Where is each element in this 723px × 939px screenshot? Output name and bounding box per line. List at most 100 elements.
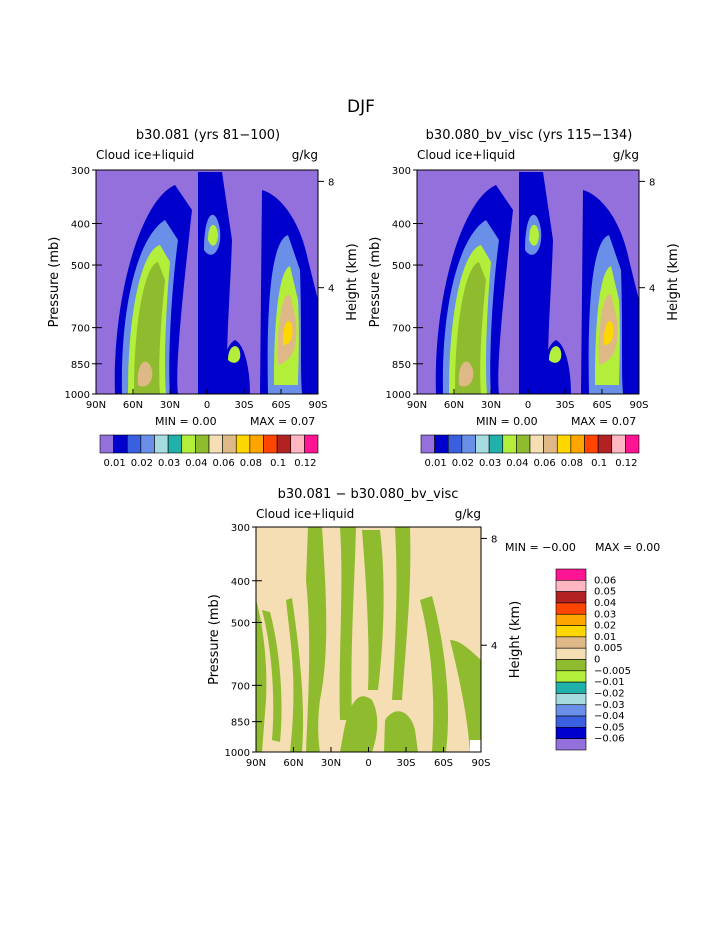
y-tick-label: 850 (71, 360, 90, 371)
x-tick-label: 90N (407, 400, 427, 411)
colorbar-swatch (447, 434, 463, 454)
colorbar-swatch (543, 434, 558, 454)
colorbar-label: 0.02 (594, 621, 616, 632)
colorbar-swatch (475, 434, 490, 454)
colorbar-swatch (555, 704, 587, 717)
colorbar-label: 0.03 (158, 458, 180, 469)
colorbar-swatch (420, 434, 435, 454)
colorbar-label: 0.03 (479, 458, 501, 469)
height-tick-label: 4 (491, 641, 497, 652)
colorbar-swatch (488, 434, 504, 454)
x-tick-label: 30S (396, 758, 415, 769)
panel-3-title: b30.081 − b30.080_bv_visc (278, 487, 459, 502)
colorbar-swatch (555, 602, 587, 615)
y-tick-label: 500 (231, 618, 250, 629)
colorbar-label: 0.01 (103, 458, 125, 469)
colorbar-label: −0.005 (594, 666, 631, 677)
colorbar-swatch (461, 434, 476, 454)
colorbar-swatch (556, 434, 572, 454)
x-tick-label: 60S (271, 400, 290, 411)
x-tick-label: 30S (234, 400, 253, 411)
panel-1-variable: Cloud ice+liquid (96, 148, 194, 162)
colorbar-label: 0.1 (591, 458, 607, 469)
y-tick-label: 500 (71, 261, 90, 272)
colorbar-label: 0.03 (594, 609, 616, 620)
height-tick-label: 4 (649, 284, 655, 295)
x-tick-label: 0 (204, 400, 210, 411)
colorbar-label: 0.12 (294, 458, 316, 469)
colorbar-swatch (276, 434, 292, 454)
panel-2-title: b30.080_bv_visc (yrs 115−134) (426, 128, 633, 143)
colorbar-label: 0.01 (594, 632, 616, 643)
max-label: MAX = 0.00 (595, 541, 660, 554)
y-tick-label: 700 (231, 681, 250, 692)
x-tick-label: 30N (321, 758, 341, 769)
y-tick-label: 400 (392, 220, 411, 231)
height-tick-label: 8 (491, 534, 497, 545)
colorbar-swatch (113, 434, 128, 454)
y-tick-label: 300 (392, 166, 411, 177)
colorbar-label: −0.02 (594, 688, 625, 699)
colorbar-label: 0.04 (506, 458, 528, 469)
colorbar-swatch (154, 434, 169, 454)
colorbar-swatch (235, 434, 251, 454)
x-tick-label: 60N (283, 758, 303, 769)
colorbar-label: 0.04 (185, 458, 207, 469)
panel-1-plot (96, 170, 318, 394)
y-tick-label: 1000 (386, 390, 411, 401)
panel-3-units: g/kg (455, 507, 481, 521)
y-axis-label: Pressure (mb) (368, 237, 383, 328)
x-tick-label: 90S (629, 400, 648, 411)
y-tick-label: 300 (231, 523, 250, 534)
colorbar-swatch (570, 434, 585, 454)
y-axis-label: Pressure (mb) (207, 594, 222, 685)
panel-1: b30.081 (yrs 81−100) Cloud ice+liquid g/… (47, 128, 360, 469)
y-tick-label: 300 (71, 166, 90, 177)
colorbar-swatch (99, 434, 114, 454)
colorbar-swatch (434, 434, 449, 454)
colorbar-label: 0.04 (594, 598, 616, 609)
y-tick-label: 700 (71, 324, 90, 335)
x-tick-label: 60N (444, 400, 464, 411)
height-tick-label: 4 (328, 284, 334, 295)
x-tick-label: 90S (471, 758, 490, 769)
colorbar-swatch (555, 681, 587, 694)
colorbar-swatch (597, 434, 613, 454)
colorbar-label: 0.08 (240, 458, 262, 469)
colorbar-label: 0 (594, 655, 600, 666)
colorbar-swatch (222, 434, 237, 454)
colorbar-label: −0.01 (594, 677, 625, 688)
height-tick-label: 8 (328, 177, 334, 188)
y-tick-label: 400 (231, 577, 250, 588)
colorbar-swatch (555, 738, 587, 751)
panel-2-variable: Cloud ice+liquid (417, 148, 515, 162)
colorbar-label: 0.1 (270, 458, 286, 469)
colorbar-label: 0.05 (594, 587, 616, 598)
colorbar-swatch (584, 434, 599, 454)
y-tick-label: 850 (231, 718, 250, 729)
colorbar-swatch (181, 434, 196, 454)
colorbar-swatch (140, 434, 155, 454)
colorbar-swatch (555, 659, 587, 672)
colorbar-swatch (555, 591, 587, 604)
colorbar-swatch (290, 434, 305, 454)
colorbar-swatch (555, 727, 587, 739)
colorbar-swatch (555, 580, 587, 592)
colorbar-label: −0.03 (594, 700, 625, 711)
min-label: MIN = 0.00 (155, 415, 217, 428)
colorbar-label: 0.08 (561, 458, 583, 469)
colorbar-swatch (611, 434, 626, 454)
x-tick-label: 30S (555, 400, 574, 411)
colorbar-label: −0.05 (594, 722, 625, 733)
colorbar-swatch (249, 434, 264, 454)
colorbar-swatch (208, 434, 223, 454)
colorbar-swatch (555, 568, 587, 581)
y-tick-label: 400 (71, 220, 90, 231)
page-title: DJF (347, 97, 375, 117)
min-label: MIN = −0.00 (505, 541, 576, 554)
panel-2: b30.080_bv_visc (yrs 115−134) Cloud ice+… (368, 128, 681, 469)
colorbar-label: 0.06 (533, 458, 555, 469)
colorbar-swatch (529, 434, 544, 454)
y-tick-label: 700 (392, 324, 411, 335)
